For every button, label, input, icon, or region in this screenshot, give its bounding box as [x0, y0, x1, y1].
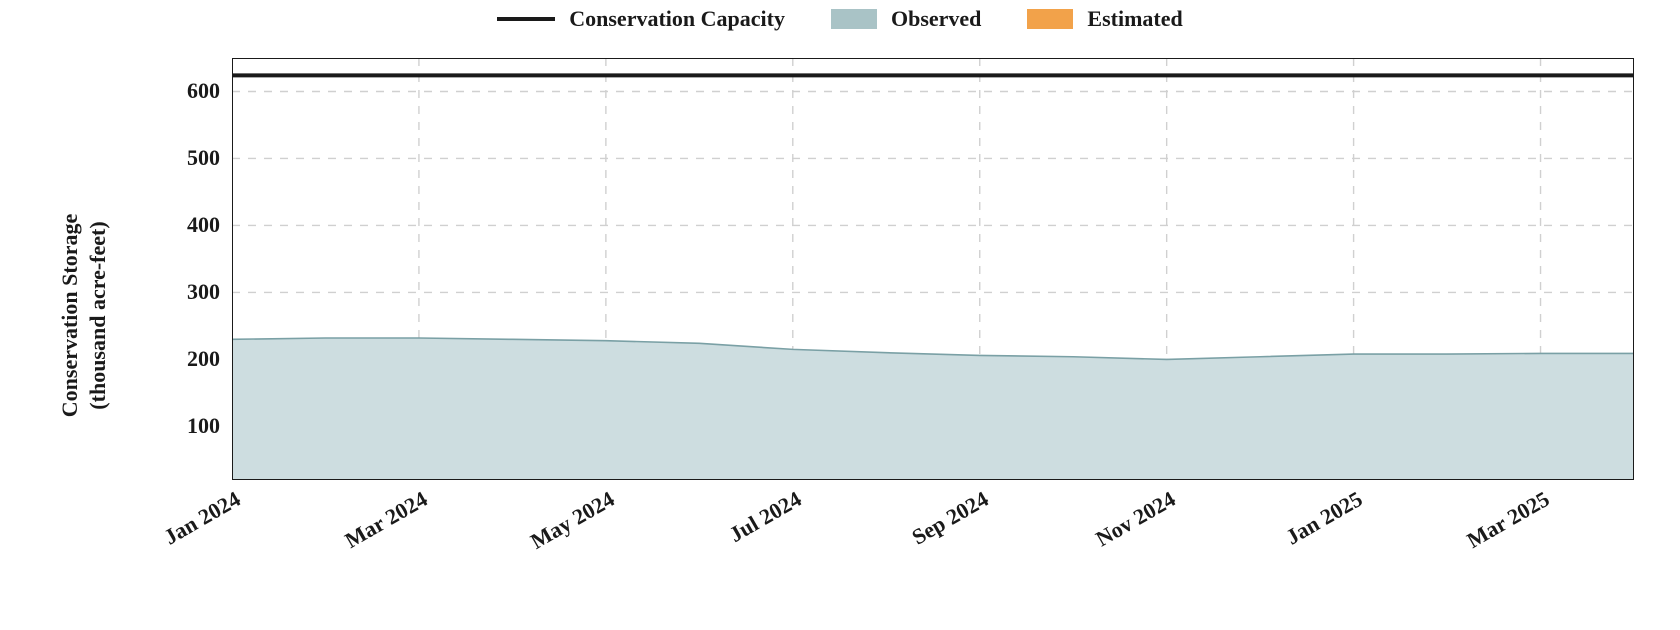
x-tick-label: May 2024: [526, 486, 619, 555]
legend-label: Conservation Capacity: [569, 6, 785, 32]
x-tick-label: Mar 2025: [1462, 486, 1553, 554]
x-tick-label: Mar 2024: [340, 486, 431, 554]
y-tick-label: 500: [187, 145, 220, 171]
y-axis-label-container: Conservation Storage (thousand acre-feet…: [44, 0, 124, 630]
y-tick-label: 300: [187, 279, 220, 305]
legend-swatch: [1027, 9, 1073, 29]
chart-container: Conservation Capacity Observed Estimated…: [0, 0, 1680, 630]
x-tick-label: Nov 2024: [1091, 486, 1180, 552]
y-tick-label: 100: [187, 413, 220, 439]
plot-area: 100200300400500600Jan 2024Mar 2024May 20…: [232, 58, 1634, 480]
y-tick-label: 200: [187, 346, 220, 372]
y-tick-label: 400: [187, 212, 220, 238]
legend-item-observed: Observed: [831, 6, 981, 32]
x-tick-label: Jul 2024: [725, 486, 806, 548]
x-tick-label: Jan 2025: [1281, 486, 1367, 550]
legend-item-capacity: Conservation Capacity: [497, 6, 785, 32]
plot-svg: [232, 58, 1634, 480]
legend-label: Observed: [891, 6, 981, 32]
legend-label: Estimated: [1087, 6, 1182, 32]
legend-item-estimated: Estimated: [1027, 6, 1182, 32]
x-tick-label: Sep 2024: [907, 486, 993, 550]
legend-line-swatch: [497, 17, 555, 21]
legend-swatch: [831, 9, 877, 29]
x-tick-label: Jan 2024: [159, 486, 245, 550]
y-axis-label: Conservation Storage (thousand acre-feet…: [57, 213, 112, 416]
legend: Conservation Capacity Observed Estimated: [0, 6, 1680, 32]
y-tick-label: 600: [187, 78, 220, 104]
